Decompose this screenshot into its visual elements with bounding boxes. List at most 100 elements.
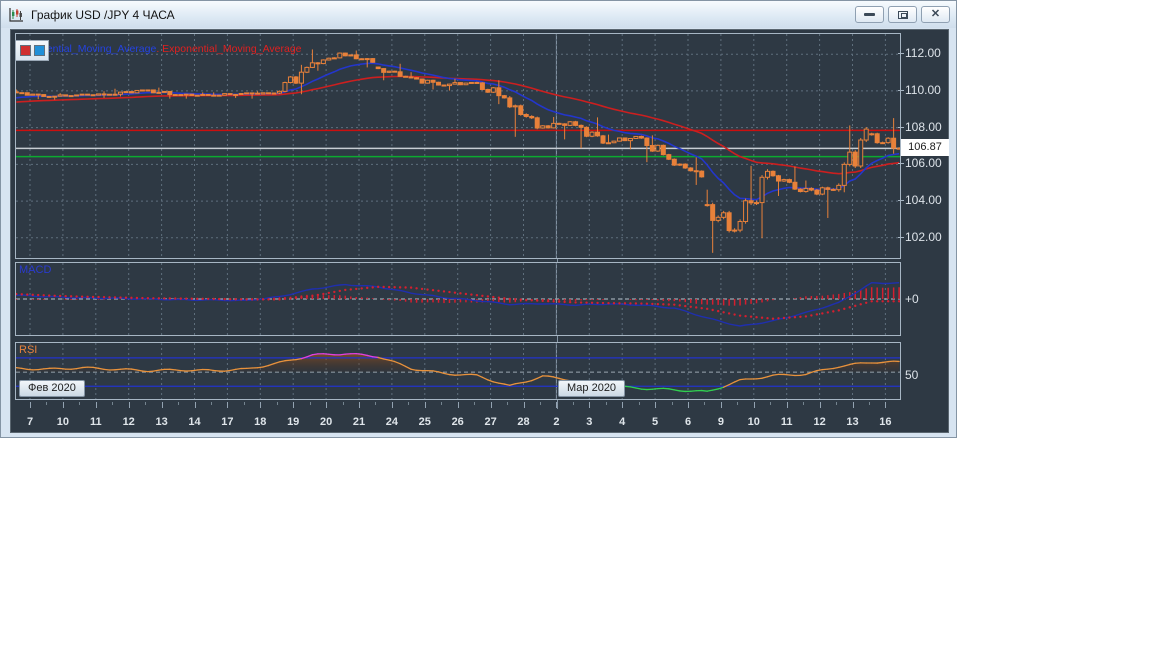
date-tick-minor	[737, 402, 738, 405]
date-tick-mark	[491, 402, 492, 408]
date-label: 27	[484, 416, 496, 428]
date-label: 26	[452, 416, 464, 428]
date-tick-minor	[79, 402, 80, 405]
date-label: 12	[123, 416, 135, 428]
date-label: 24	[386, 416, 398, 428]
macd-zero-axis-label: +0	[905, 292, 919, 306]
date-tick-mark	[293, 402, 294, 408]
price-tick-label: 112.00	[905, 46, 941, 60]
date-tick-minor	[836, 402, 837, 405]
price-tick-mark	[898, 90, 904, 91]
macd-label: MACD	[19, 264, 51, 276]
price-panel[interactable]	[15, 33, 901, 259]
indicator-legend: Exponential_Moving_Average. Exponential_…	[17, 43, 302, 55]
date-tick-minor	[474, 402, 475, 405]
date-tick-mark	[655, 402, 656, 408]
date-tick-minor	[606, 402, 607, 405]
price-tick-mark	[898, 127, 904, 128]
date-tick-mark	[458, 402, 459, 408]
date-tick-minor	[375, 402, 376, 405]
blue-swatch-icon	[34, 45, 45, 56]
date-tick-minor	[277, 402, 278, 405]
date-tick-mark	[589, 402, 590, 408]
date-tick-minor	[244, 402, 245, 405]
candlestick-chart-icon	[7, 7, 25, 23]
restore-icon	[898, 11, 908, 19]
date-tick-minor	[672, 402, 673, 405]
close-button[interactable]: ✕	[921, 6, 950, 23]
date-label: 12	[813, 416, 825, 428]
date-tick-mark	[129, 402, 130, 408]
date-label: 7	[27, 416, 33, 428]
date-tick-minor	[507, 402, 508, 405]
date-tick-mark	[524, 402, 525, 408]
chart-window: График USD /JPY 4 ЧАСА ✕ Exponential_Mov…	[0, 0, 957, 438]
date-tick-mark	[754, 402, 755, 408]
price-tick-label: 102.00	[905, 230, 942, 244]
date-tick-mark	[260, 402, 261, 408]
restore-button[interactable]	[888, 6, 917, 23]
price-tick-mark	[898, 163, 904, 164]
close-icon: ✕	[931, 9, 940, 20]
window-titlebar[interactable]: График USD /JPY 4 ЧАСА ✕	[1, 1, 956, 28]
date-tick-minor	[540, 402, 541, 405]
date-label: 21	[353, 416, 365, 428]
current-price-tag: 106.87	[901, 139, 949, 156]
price-tick-label: 110.00	[905, 83, 941, 97]
date-tick-mark	[622, 402, 623, 408]
date-tick-minor	[869, 402, 870, 405]
legend-swatch-box[interactable]	[15, 40, 49, 61]
date-label: 18	[254, 416, 266, 428]
date-tick-minor	[145, 402, 146, 405]
rsi-panel[interactable]	[15, 342, 901, 400]
date-label: 2	[553, 416, 559, 428]
chart-area: Exponential_Moving_Average. Exponential_…	[10, 29, 949, 433]
date-tick-mark	[162, 402, 163, 408]
date-label: 20	[320, 416, 332, 428]
window-controls: ✕	[855, 6, 950, 23]
red-swatch-icon	[20, 45, 31, 56]
price-tick-label: 108.00	[905, 120, 942, 134]
date-tick-mark	[721, 402, 722, 408]
date-tick-minor	[343, 402, 344, 405]
date-tick-minor	[573, 402, 574, 405]
price-tick-mark	[898, 53, 904, 54]
macd-panel[interactable]	[15, 262, 901, 336]
date-label: 10	[748, 416, 760, 428]
date-tick-mark	[820, 402, 821, 408]
date-tick-minor	[178, 402, 179, 405]
ema-slow-legend-label: Exponential_Moving_Average	[162, 43, 301, 55]
date-label: 16	[879, 416, 891, 428]
date-tick-minor	[46, 402, 47, 405]
date-tick-minor	[803, 402, 804, 405]
date-tick-minor	[770, 402, 771, 405]
date-label: 14	[188, 416, 200, 428]
price-tick-label: 104.00	[905, 193, 942, 207]
date-tick-mark	[63, 402, 64, 408]
minimize-icon	[864, 13, 875, 16]
date-tick-mark	[425, 402, 426, 408]
date-label: 19	[287, 416, 299, 428]
date-tick-mark	[556, 402, 557, 408]
date-tick-mark	[688, 402, 689, 408]
date-tick-minor	[441, 402, 442, 405]
date-label: 5	[652, 416, 658, 428]
date-tick-mark	[96, 402, 97, 408]
date-tick-mark	[359, 402, 360, 408]
date-tick-mark	[30, 402, 31, 408]
window-title: График USD /JPY 4 ЧАСА	[31, 8, 175, 22]
date-label: 17	[221, 416, 233, 428]
price-tick-mark	[898, 200, 904, 201]
date-tick-minor	[704, 402, 705, 405]
date-tick-minor	[639, 402, 640, 405]
date-tick-mark	[195, 402, 196, 408]
price-tick-label: 106.00	[905, 156, 942, 170]
date-label: 11	[781, 416, 793, 428]
date-tick-mark	[326, 402, 327, 408]
date-tick-mark	[885, 402, 886, 408]
minimize-button[interactable]	[855, 6, 884, 23]
price-tick-mark	[898, 237, 904, 238]
date-label: 11	[90, 416, 102, 428]
date-tick-minor	[112, 402, 113, 405]
date-label: 3	[586, 416, 592, 428]
